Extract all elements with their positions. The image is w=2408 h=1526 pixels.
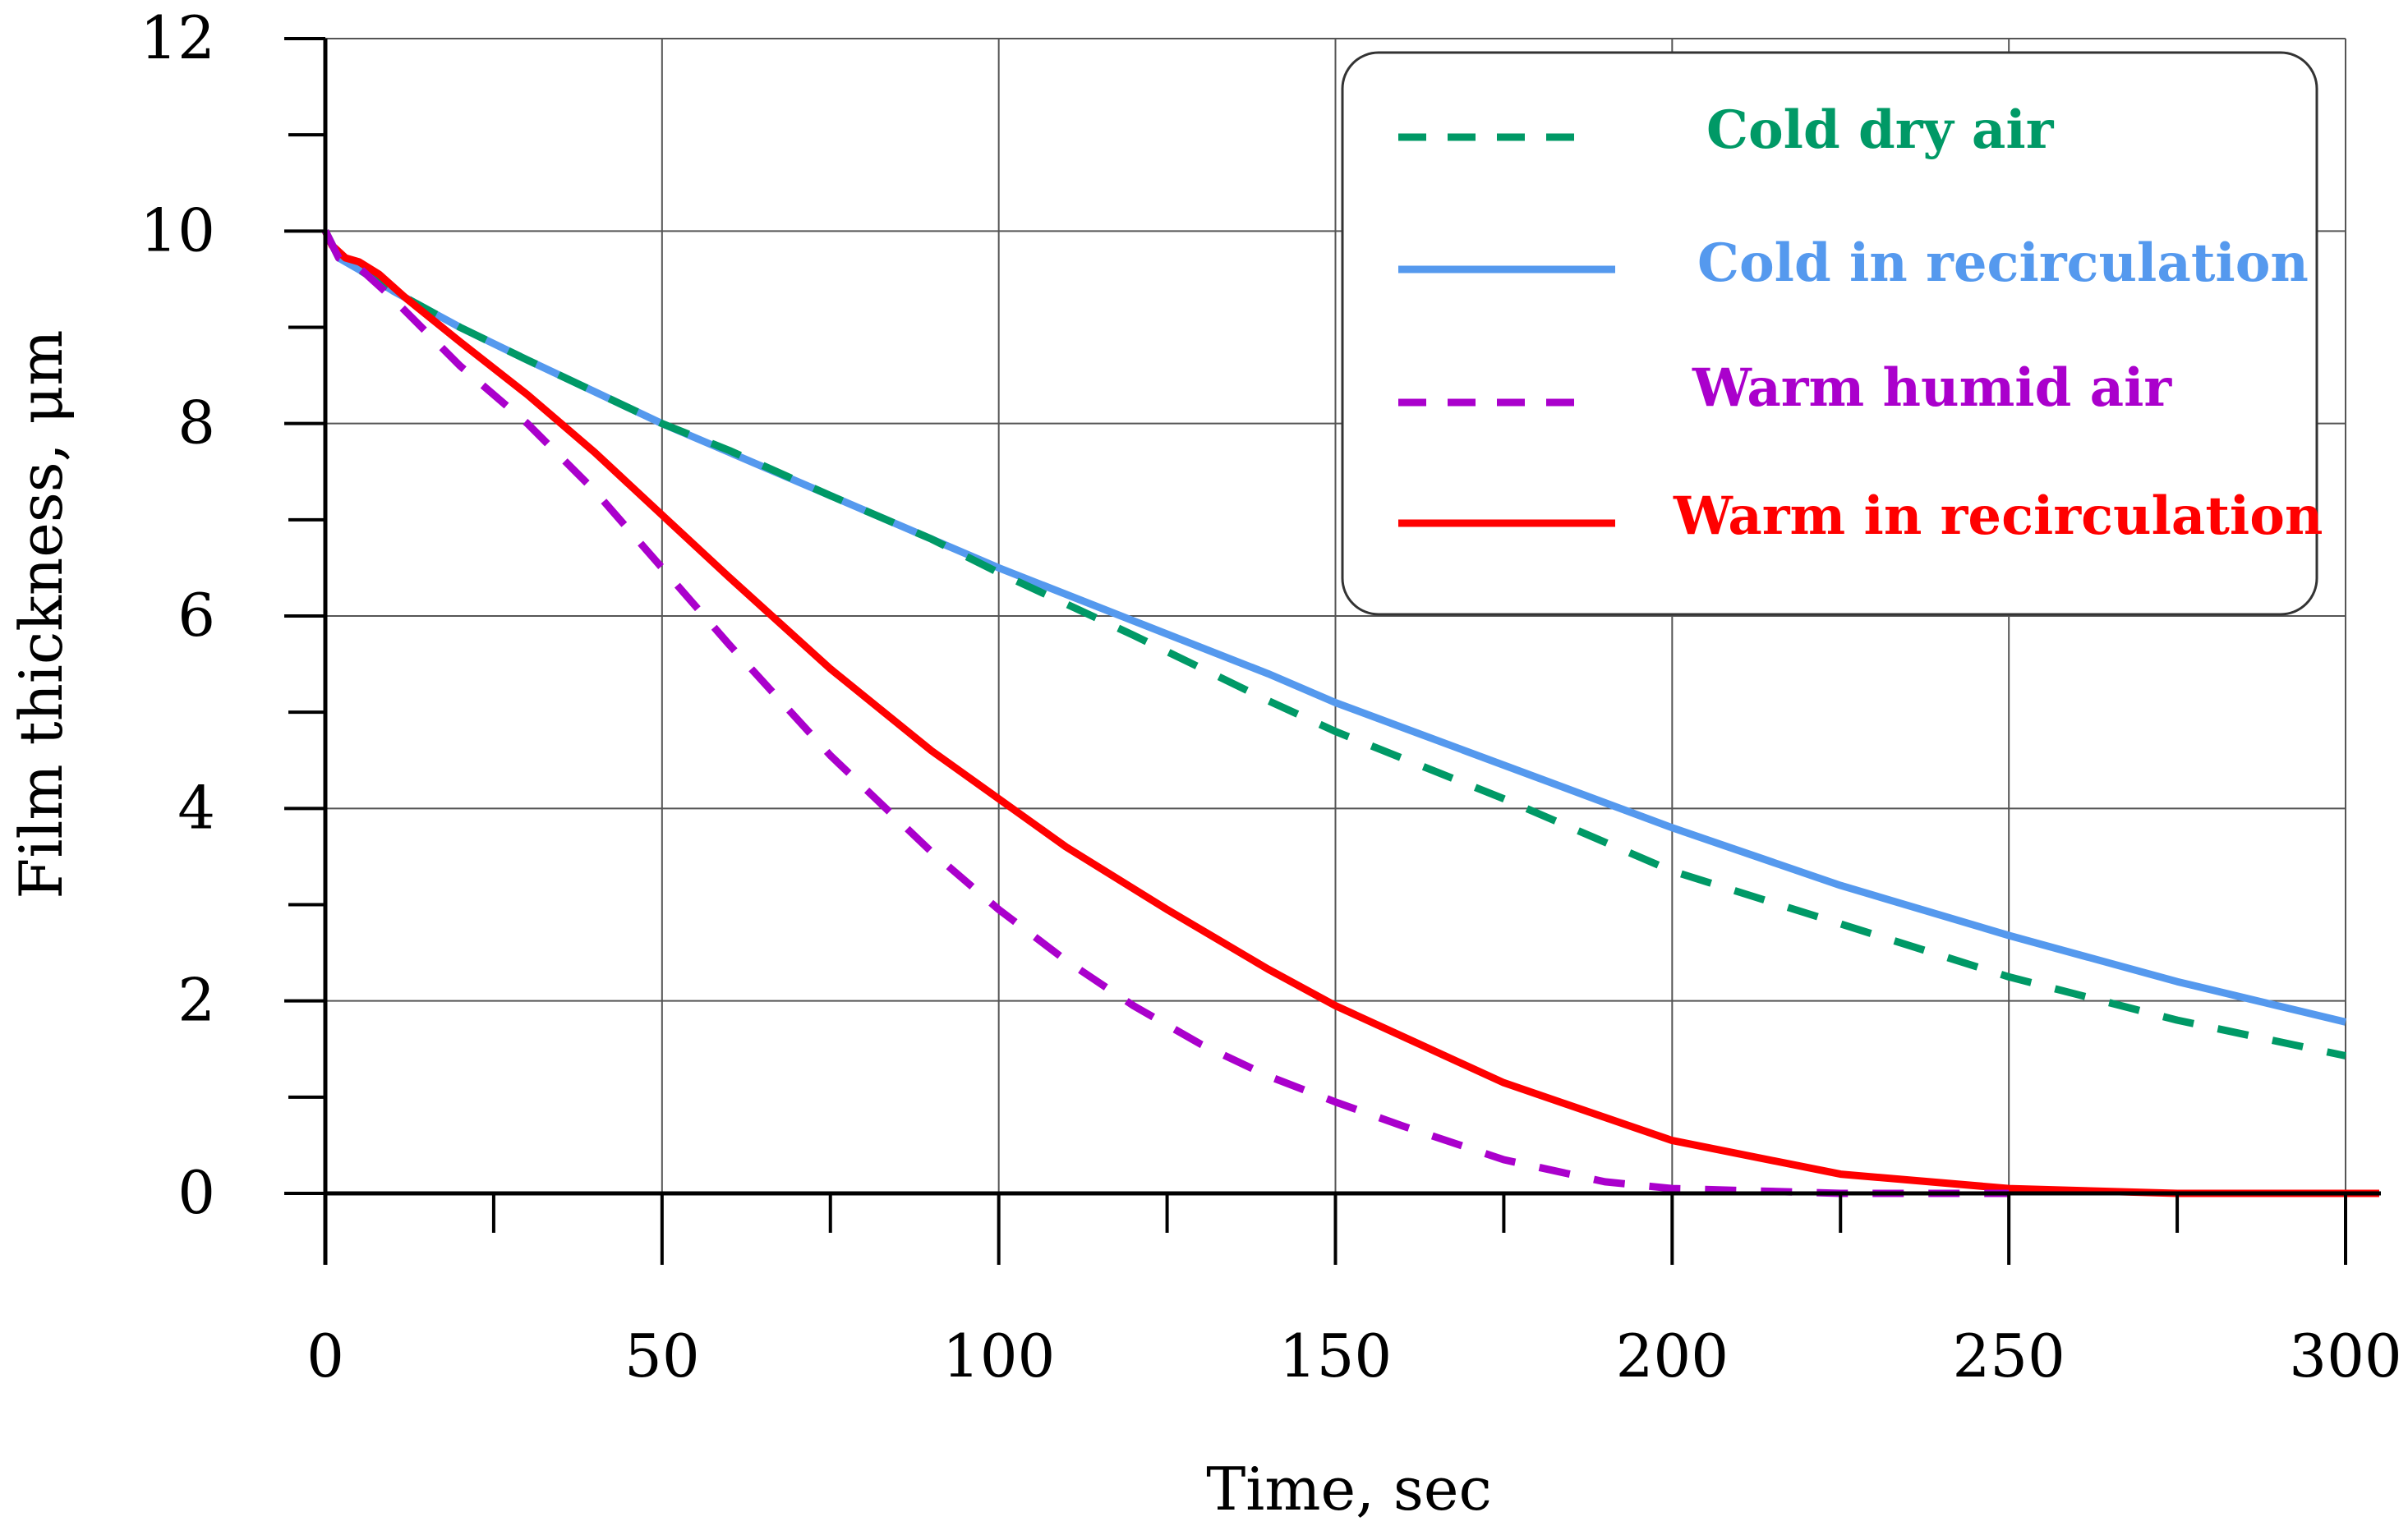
legend: Cold dry air Cold in recirculation Warm … bbox=[1341, 51, 2323, 616]
legend-label-warm-humid-air: Warm humid air bbox=[1692, 357, 2172, 419]
y-tick-label: 10 bbox=[140, 195, 215, 264]
tick-labels: 0 2 4 6 8 10 12 0 50 100 150 200 250 300 bbox=[140, 3, 2401, 1390]
y-tick-label: 4 bbox=[177, 773, 215, 842]
y-axis-title: Film thickness, μm bbox=[7, 329, 76, 899]
y-tick-label: 12 bbox=[140, 3, 215, 72]
y-tick-label: 6 bbox=[177, 581, 215, 650]
axes bbox=[284, 37, 2381, 1265]
x-tick-label: 0 bbox=[306, 1321, 344, 1390]
legend-label-cold-in-recirculation: Cold in recirculation bbox=[1697, 232, 2309, 294]
x-tick-label: 150 bbox=[1279, 1321, 1392, 1390]
x-tick-label: 100 bbox=[942, 1321, 1055, 1390]
y-tick-label: 8 bbox=[177, 388, 215, 457]
series-line-warm-in-recirculation bbox=[321, 229, 2379, 1197]
y-tick-label: 0 bbox=[177, 1158, 215, 1227]
x-axis-title: Time, sec bbox=[1206, 1455, 1492, 1524]
legend-label-cold-dry-air: Cold dry air bbox=[1706, 99, 2055, 161]
x-tick-label: 200 bbox=[1616, 1321, 1729, 1390]
x-tick-label: 250 bbox=[1952, 1321, 2065, 1390]
series-lines bbox=[321, 229, 2379, 1197]
y-tick-label: 2 bbox=[177, 966, 215, 1035]
x-tick-label: 300 bbox=[2289, 1321, 2401, 1390]
x-tick-label: 50 bbox=[624, 1321, 700, 1390]
series-line-warm-humid-air bbox=[321, 229, 2010, 1197]
legend-box bbox=[1341, 51, 2318, 616]
legend-label-warm-in-recirculation: Warm in recirculation bbox=[1673, 485, 2323, 547]
